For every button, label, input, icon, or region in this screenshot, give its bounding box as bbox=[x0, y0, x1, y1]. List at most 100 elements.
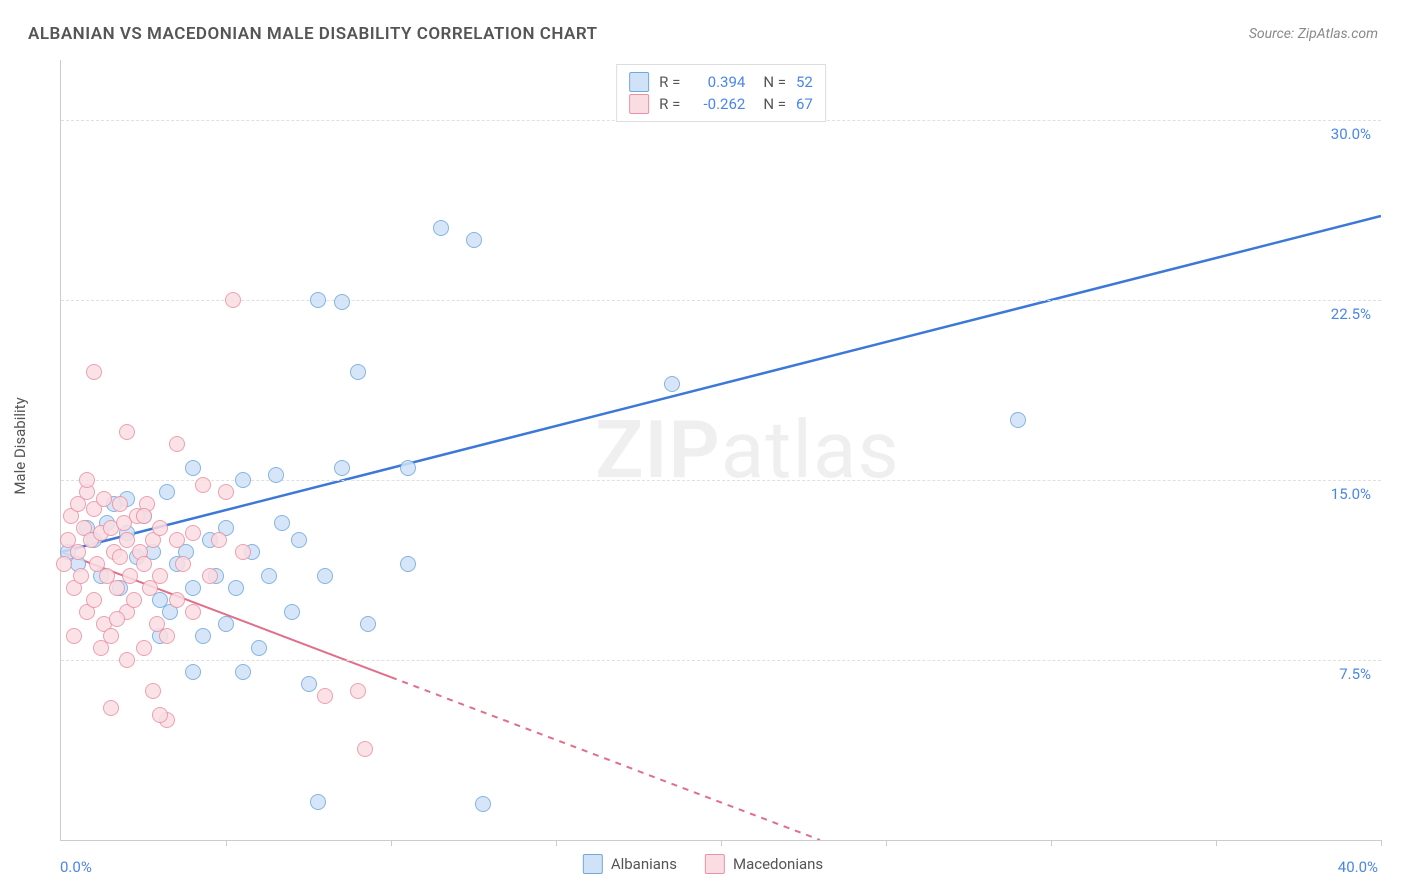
r-value: 0.394 bbox=[690, 71, 745, 93]
n-label: N = bbox=[763, 71, 786, 93]
gridline bbox=[61, 300, 1381, 301]
data-point bbox=[185, 664, 201, 680]
r-label: R = bbox=[659, 71, 680, 93]
r-label: R = bbox=[659, 93, 680, 115]
data-point bbox=[96, 491, 112, 507]
x-tick bbox=[391, 840, 392, 846]
data-point bbox=[251, 640, 267, 656]
source-label: Source: ZipAtlas.com bbox=[1249, 26, 1378, 42]
data-point bbox=[433, 220, 449, 236]
data-point bbox=[70, 544, 86, 560]
data-point bbox=[185, 525, 201, 541]
data-point bbox=[235, 544, 251, 560]
data-point bbox=[86, 592, 102, 608]
y-tick-label: 7.5% bbox=[1339, 665, 1371, 683]
legend-swatch bbox=[629, 94, 649, 114]
n-value: 67 bbox=[796, 93, 813, 115]
series-legend: Albanians Macedonians bbox=[583, 854, 823, 874]
data-point bbox=[79, 472, 95, 488]
legend-swatch bbox=[629, 72, 649, 92]
data-point bbox=[56, 556, 72, 572]
data-point bbox=[73, 568, 89, 584]
legend-label: Macedonians bbox=[733, 855, 823, 873]
data-point bbox=[159, 484, 175, 500]
data-point bbox=[169, 532, 185, 548]
data-point bbox=[152, 707, 168, 723]
data-point bbox=[284, 604, 300, 620]
data-point bbox=[317, 568, 333, 584]
data-point bbox=[310, 794, 326, 810]
data-point bbox=[169, 436, 185, 452]
data-point bbox=[185, 580, 201, 596]
data-point bbox=[145, 683, 161, 699]
watermark: ZIPatlas bbox=[595, 403, 900, 497]
data-point bbox=[109, 580, 125, 596]
data-point bbox=[475, 796, 491, 812]
legend-swatch bbox=[583, 854, 603, 874]
x-tick bbox=[1216, 840, 1217, 846]
data-point bbox=[235, 664, 251, 680]
regression-lines bbox=[61, 60, 1381, 840]
gridline bbox=[61, 480, 1381, 481]
data-point bbox=[291, 532, 307, 548]
legend-item: Macedonians bbox=[705, 854, 823, 874]
data-point bbox=[152, 568, 168, 584]
legend-row: R = -0.262 N = 67 bbox=[629, 93, 813, 115]
data-point bbox=[109, 611, 125, 627]
legend-label: Albanians bbox=[611, 855, 677, 873]
y-tick-label: 22.5% bbox=[1331, 305, 1371, 323]
x-axis-min-label: 0.0% bbox=[60, 858, 92, 876]
data-point bbox=[400, 460, 416, 476]
correlation-legend: R = 0.394 N = 52 R = -0.262 N = 67 bbox=[616, 64, 826, 122]
data-point bbox=[350, 683, 366, 699]
data-point bbox=[1010, 412, 1026, 428]
y-tick-label: 15.0% bbox=[1331, 485, 1371, 503]
legend-swatch bbox=[705, 854, 725, 874]
data-point bbox=[334, 294, 350, 310]
data-point bbox=[400, 556, 416, 572]
data-point bbox=[122, 568, 138, 584]
data-point bbox=[360, 616, 376, 632]
data-point bbox=[317, 688, 333, 704]
data-point bbox=[112, 549, 128, 565]
data-point bbox=[310, 292, 326, 308]
gridline bbox=[61, 660, 1381, 661]
legend-item: Albanians bbox=[583, 854, 677, 874]
data-point bbox=[136, 640, 152, 656]
chart-area: ZIPatlas R = 0.394 N = 52 R = -0.262 N = 67 7.5… bbox=[60, 60, 1381, 841]
data-point bbox=[86, 364, 102, 380]
data-point bbox=[228, 580, 244, 596]
data-point bbox=[136, 556, 152, 572]
data-point bbox=[195, 628, 211, 644]
data-point bbox=[103, 700, 119, 716]
data-point bbox=[235, 472, 251, 488]
data-point bbox=[357, 741, 373, 757]
data-point bbox=[466, 232, 482, 248]
data-point bbox=[225, 292, 241, 308]
data-point bbox=[93, 640, 109, 656]
n-value: 52 bbox=[796, 71, 813, 93]
x-tick bbox=[1051, 840, 1052, 846]
data-point bbox=[169, 592, 185, 608]
data-point bbox=[136, 508, 152, 524]
n-label: N = bbox=[763, 93, 786, 115]
data-point bbox=[301, 676, 317, 692]
data-point bbox=[112, 496, 128, 512]
data-point bbox=[152, 520, 168, 536]
chart-title: ALBANIAN VS MACEDONIAN MALE DISABILITY C… bbox=[28, 24, 598, 44]
data-point bbox=[185, 460, 201, 476]
data-point bbox=[159, 628, 175, 644]
x-axis-max-label: 40.0% bbox=[1338, 858, 1378, 876]
data-point bbox=[274, 515, 290, 531]
data-point bbox=[211, 532, 227, 548]
data-point bbox=[185, 604, 201, 620]
y-axis-label: Male Disability bbox=[11, 397, 29, 494]
data-point bbox=[66, 628, 82, 644]
data-point bbox=[195, 477, 211, 493]
y-tick-label: 30.0% bbox=[1331, 125, 1371, 143]
data-point bbox=[261, 568, 277, 584]
x-tick bbox=[886, 840, 887, 846]
data-point bbox=[268, 467, 284, 483]
data-point bbox=[664, 376, 680, 392]
r-value: -0.262 bbox=[690, 93, 745, 115]
